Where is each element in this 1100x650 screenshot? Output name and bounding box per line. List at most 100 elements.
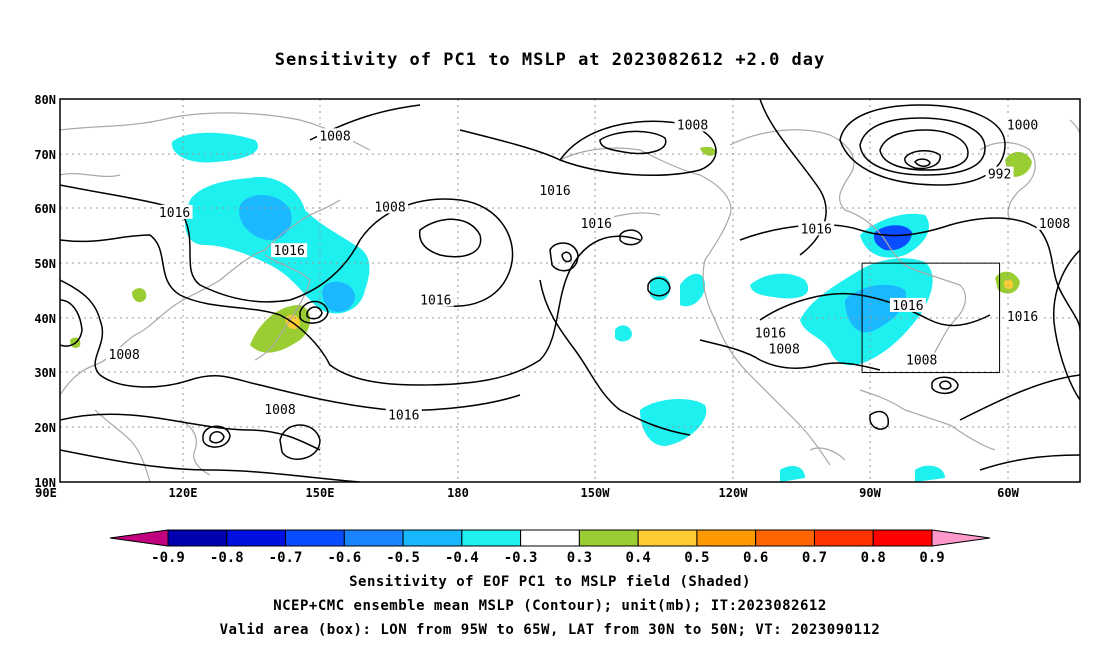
contour-label-bg <box>766 341 803 356</box>
contour-label-1016: 1016 <box>420 293 451 308</box>
contour-label-bg <box>1004 117 1041 132</box>
colorbar-label: -0.7 <box>269 550 303 566</box>
colorbar <box>109 529 991 547</box>
contour-labels: 1008 1008 1000 992 1016 1016 1016 1008 1016 1008 1… <box>106 117 1073 423</box>
colorbar-label: -0.3 <box>504 550 538 566</box>
colorbar-swatch <box>637 529 698 547</box>
colorbar-swatch <box>461 529 522 547</box>
shade-blue-us-east-core <box>845 284 906 333</box>
colorbar-label: -0.8 <box>210 550 244 566</box>
contour-label-bg <box>262 401 298 416</box>
contour-label-bg <box>417 292 454 307</box>
contour-label-1008: 1008 <box>677 118 708 133</box>
map-frame <box>59 98 1081 483</box>
shade-yellow-atlantic <box>1004 279 1014 290</box>
shade-cyan-pacific-coast <box>680 273 705 307</box>
contour-label-992: 992 <box>988 168 1011 183</box>
shade-blue-kuril <box>322 281 355 312</box>
contour-label-bg <box>1004 308 1041 323</box>
shade-cyan-us-midwest <box>750 273 809 299</box>
contour-label-1000: 1000 <box>1007 118 1038 133</box>
mslp-contours <box>60 99 1080 482</box>
colorbar-label: 0.6 <box>743 550 768 566</box>
valid-area-box <box>861 262 1001 374</box>
lon-label-150e: 150E <box>306 486 335 500</box>
contour-label-bg <box>317 128 353 143</box>
colorbar-swatch <box>872 529 933 547</box>
lat-label-20n: 20N <box>34 421 56 435</box>
lon-label-90e: 90E <box>35 486 57 500</box>
shade-blue-okhotsk-core <box>239 194 292 240</box>
colorbar-swatch <box>343 529 404 547</box>
colorbar-swatch <box>226 529 287 547</box>
colorbar-label: -0.4 <box>445 550 479 566</box>
figure-title: Sensitivity of PC1 to MSLP at 2023082612… <box>274 50 826 70</box>
lon-label-120e: 120E <box>169 486 198 500</box>
shade-green-china <box>132 288 147 303</box>
colorbar-swatch <box>402 529 463 547</box>
colorbar-labels: -0.9 -0.8 -0.7 -0.6 -0.5 -0.4 -0.3 0.3 0.4 0.5 0.6… <box>151 550 945 566</box>
contour-label-1008: 1008 <box>374 200 405 215</box>
contour-label-1016: 1016 <box>539 184 570 199</box>
colorbar-label: 0.3 <box>567 550 592 566</box>
contour-label-bg <box>537 183 573 198</box>
contour-label-1016: 1016 <box>755 326 786 341</box>
contour-label-1008: 1008 <box>264 403 295 418</box>
longitude-axis: 90E 120E 150E 180 150W 120W 90W 60W <box>35 486 1019 500</box>
contour-label-bg <box>985 166 1014 181</box>
contour-label-bg <box>106 347 143 362</box>
contour-label-bg <box>1036 215 1073 230</box>
contour-label-1008: 1008 <box>906 354 937 369</box>
lon-label-150w: 150W <box>581 486 611 500</box>
lon-label-60w: 60W <box>997 486 1019 500</box>
contour-label-1008: 1008 <box>1039 217 1070 232</box>
colorbar-swatch <box>167 529 228 547</box>
lon-label-90w: 90W <box>859 486 881 500</box>
contour-label-bg <box>903 352 940 367</box>
colorbar-extend-low <box>109 529 169 547</box>
lon-label-120w: 120W <box>719 486 749 500</box>
colorbar-label: -0.9 <box>151 550 185 566</box>
colorbar-label: 0.5 <box>684 550 709 566</box>
contour-label-1016: 1016 <box>388 408 419 423</box>
colorbar-swatch <box>813 529 874 547</box>
shade-green-arctic-ca <box>700 146 717 156</box>
latitude-axis: 80N 70N 60N 50N 40N 30N 20N 10N <box>34 93 56 490</box>
shade-cyan-central-pacific <box>615 325 632 342</box>
contour-label-bg <box>752 325 789 340</box>
colorbar-swatch <box>755 529 815 547</box>
shade-cyan-mexico <box>640 398 707 446</box>
contour-label-bg <box>271 243 308 258</box>
lat-label-80n: 80N <box>34 93 56 107</box>
contour-label-1016: 1016 <box>581 217 612 232</box>
contour-label-1016: 1016 <box>159 206 190 221</box>
colorbar-swatch <box>285 529 345 547</box>
caption-line-3: Valid area (box): LON from 95W to 65W, L… <box>219 622 881 638</box>
contour-label-1016: 1016 <box>892 299 923 314</box>
shade-cyan-caribbean <box>915 465 945 482</box>
colorbar-label: -0.6 <box>327 550 361 566</box>
shade-cyan-arctic-siberia <box>171 132 259 163</box>
lat-label-10n: 10N <box>34 476 56 490</box>
lat-label-40n: 40N <box>34 312 56 326</box>
contour-label-1016: 1016 <box>801 222 832 237</box>
contour-label-1008: 1008 <box>109 348 140 363</box>
lat-label-30n: 30N <box>34 366 56 380</box>
contour-label-1016: 1016 <box>274 244 305 259</box>
colorbar-swatch <box>520 529 580 547</box>
contour-label-1008: 1008 <box>319 129 350 144</box>
contour-label-1016: 1016 <box>1007 310 1038 325</box>
colorbar-swatch <box>578 529 639 547</box>
contour-label-bg <box>889 297 926 312</box>
contour-label-bg <box>578 215 615 230</box>
colorbar-label: 0.9 <box>919 550 944 566</box>
contour-label-bg <box>798 221 835 236</box>
lat-label-60n: 60N <box>34 202 56 216</box>
lon-label-180: 180 <box>447 486 469 500</box>
contour-label-bg <box>385 407 422 422</box>
caption-line-1: Sensitivity of EOF PC1 to MSLP field (Sh… <box>349 574 751 590</box>
caption-line-2: NCEP+CMC ensemble mean MSLP (Contour); u… <box>273 598 827 614</box>
colorbar-label: 0.4 <box>626 550 651 566</box>
shade-cyan-pacific-south <box>780 466 805 482</box>
